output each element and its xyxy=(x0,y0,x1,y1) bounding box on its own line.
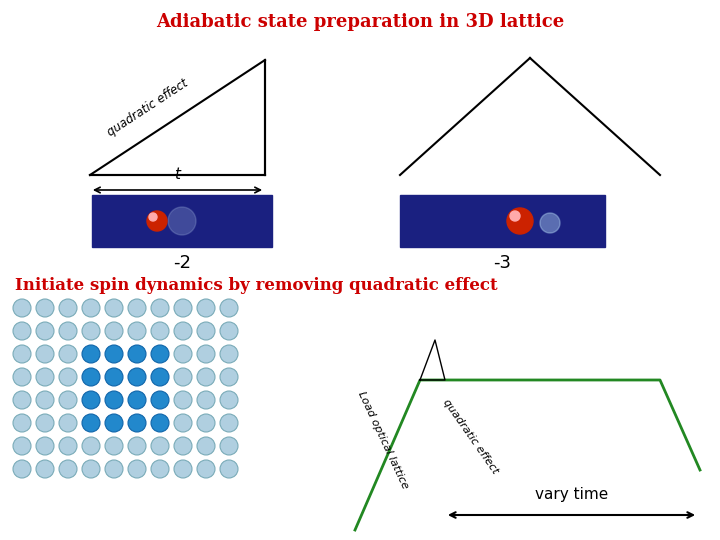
Circle shape xyxy=(105,322,123,340)
Circle shape xyxy=(128,368,146,386)
Circle shape xyxy=(13,460,31,478)
Circle shape xyxy=(220,437,238,455)
Circle shape xyxy=(59,299,77,317)
Bar xyxy=(92,195,272,247)
Circle shape xyxy=(174,391,192,409)
Circle shape xyxy=(128,414,146,432)
Circle shape xyxy=(59,414,77,432)
Circle shape xyxy=(13,299,31,317)
Circle shape xyxy=(151,345,169,363)
Circle shape xyxy=(151,414,169,432)
Circle shape xyxy=(220,322,238,340)
Circle shape xyxy=(174,322,192,340)
Circle shape xyxy=(128,345,146,363)
Circle shape xyxy=(174,414,192,432)
Text: quadratic effect: quadratic effect xyxy=(104,76,190,139)
Text: t: t xyxy=(174,167,181,182)
Circle shape xyxy=(59,345,77,363)
Circle shape xyxy=(105,368,123,386)
Circle shape xyxy=(36,322,54,340)
Circle shape xyxy=(151,391,169,409)
Circle shape xyxy=(105,437,123,455)
Circle shape xyxy=(82,437,100,455)
Circle shape xyxy=(174,299,192,317)
Circle shape xyxy=(36,299,54,317)
Circle shape xyxy=(151,368,169,386)
Circle shape xyxy=(220,460,238,478)
Circle shape xyxy=(128,391,146,409)
Circle shape xyxy=(197,345,215,363)
Circle shape xyxy=(197,299,215,317)
Text: quadratic effect: quadratic effect xyxy=(441,397,500,476)
Text: Load optical lattice: Load optical lattice xyxy=(356,390,410,490)
Circle shape xyxy=(13,391,31,409)
Circle shape xyxy=(82,414,100,432)
Circle shape xyxy=(36,391,54,409)
Circle shape xyxy=(197,368,215,386)
Text: -3: -3 xyxy=(493,254,511,272)
Circle shape xyxy=(220,414,238,432)
Circle shape xyxy=(82,460,100,478)
Circle shape xyxy=(36,368,54,386)
Circle shape xyxy=(82,322,100,340)
Circle shape xyxy=(36,437,54,455)
Circle shape xyxy=(59,368,77,386)
Text: vary time: vary time xyxy=(535,488,608,503)
Circle shape xyxy=(13,414,31,432)
Circle shape xyxy=(149,213,157,221)
Circle shape xyxy=(36,414,54,432)
Circle shape xyxy=(197,322,215,340)
Circle shape xyxy=(168,207,196,235)
Circle shape xyxy=(105,414,123,432)
Circle shape xyxy=(128,322,146,340)
Circle shape xyxy=(128,437,146,455)
Circle shape xyxy=(220,368,238,386)
Circle shape xyxy=(59,437,77,455)
Circle shape xyxy=(82,391,100,409)
Circle shape xyxy=(13,437,31,455)
Circle shape xyxy=(128,460,146,478)
Circle shape xyxy=(220,299,238,317)
Circle shape xyxy=(36,460,54,478)
Circle shape xyxy=(105,460,123,478)
Text: Adiabatic state preparation in 3D lattice: Adiabatic state preparation in 3D lattic… xyxy=(156,13,564,31)
Circle shape xyxy=(13,322,31,340)
Circle shape xyxy=(13,345,31,363)
Circle shape xyxy=(220,391,238,409)
Circle shape xyxy=(105,345,123,363)
Circle shape xyxy=(197,391,215,409)
Circle shape xyxy=(151,437,169,455)
Text: -2: -2 xyxy=(173,254,191,272)
Circle shape xyxy=(105,391,123,409)
Circle shape xyxy=(174,437,192,455)
Circle shape xyxy=(151,460,169,478)
Circle shape xyxy=(59,322,77,340)
Circle shape xyxy=(82,299,100,317)
Circle shape xyxy=(13,368,31,386)
Circle shape xyxy=(540,213,560,233)
Circle shape xyxy=(59,391,77,409)
Circle shape xyxy=(174,345,192,363)
Circle shape xyxy=(197,414,215,432)
Text: Initiate spin dynamics by removing quadratic effect: Initiate spin dynamics by removing quadr… xyxy=(15,276,498,294)
Circle shape xyxy=(151,299,169,317)
Circle shape xyxy=(220,345,238,363)
Circle shape xyxy=(82,368,100,386)
Circle shape xyxy=(197,460,215,478)
Circle shape xyxy=(105,299,123,317)
Bar xyxy=(400,195,605,247)
Circle shape xyxy=(128,299,146,317)
Circle shape xyxy=(174,460,192,478)
Circle shape xyxy=(510,211,520,221)
Circle shape xyxy=(59,460,77,478)
Circle shape xyxy=(147,211,167,231)
Circle shape xyxy=(197,437,215,455)
Circle shape xyxy=(174,368,192,386)
Circle shape xyxy=(82,345,100,363)
Circle shape xyxy=(507,208,533,234)
Circle shape xyxy=(36,345,54,363)
Circle shape xyxy=(151,322,169,340)
